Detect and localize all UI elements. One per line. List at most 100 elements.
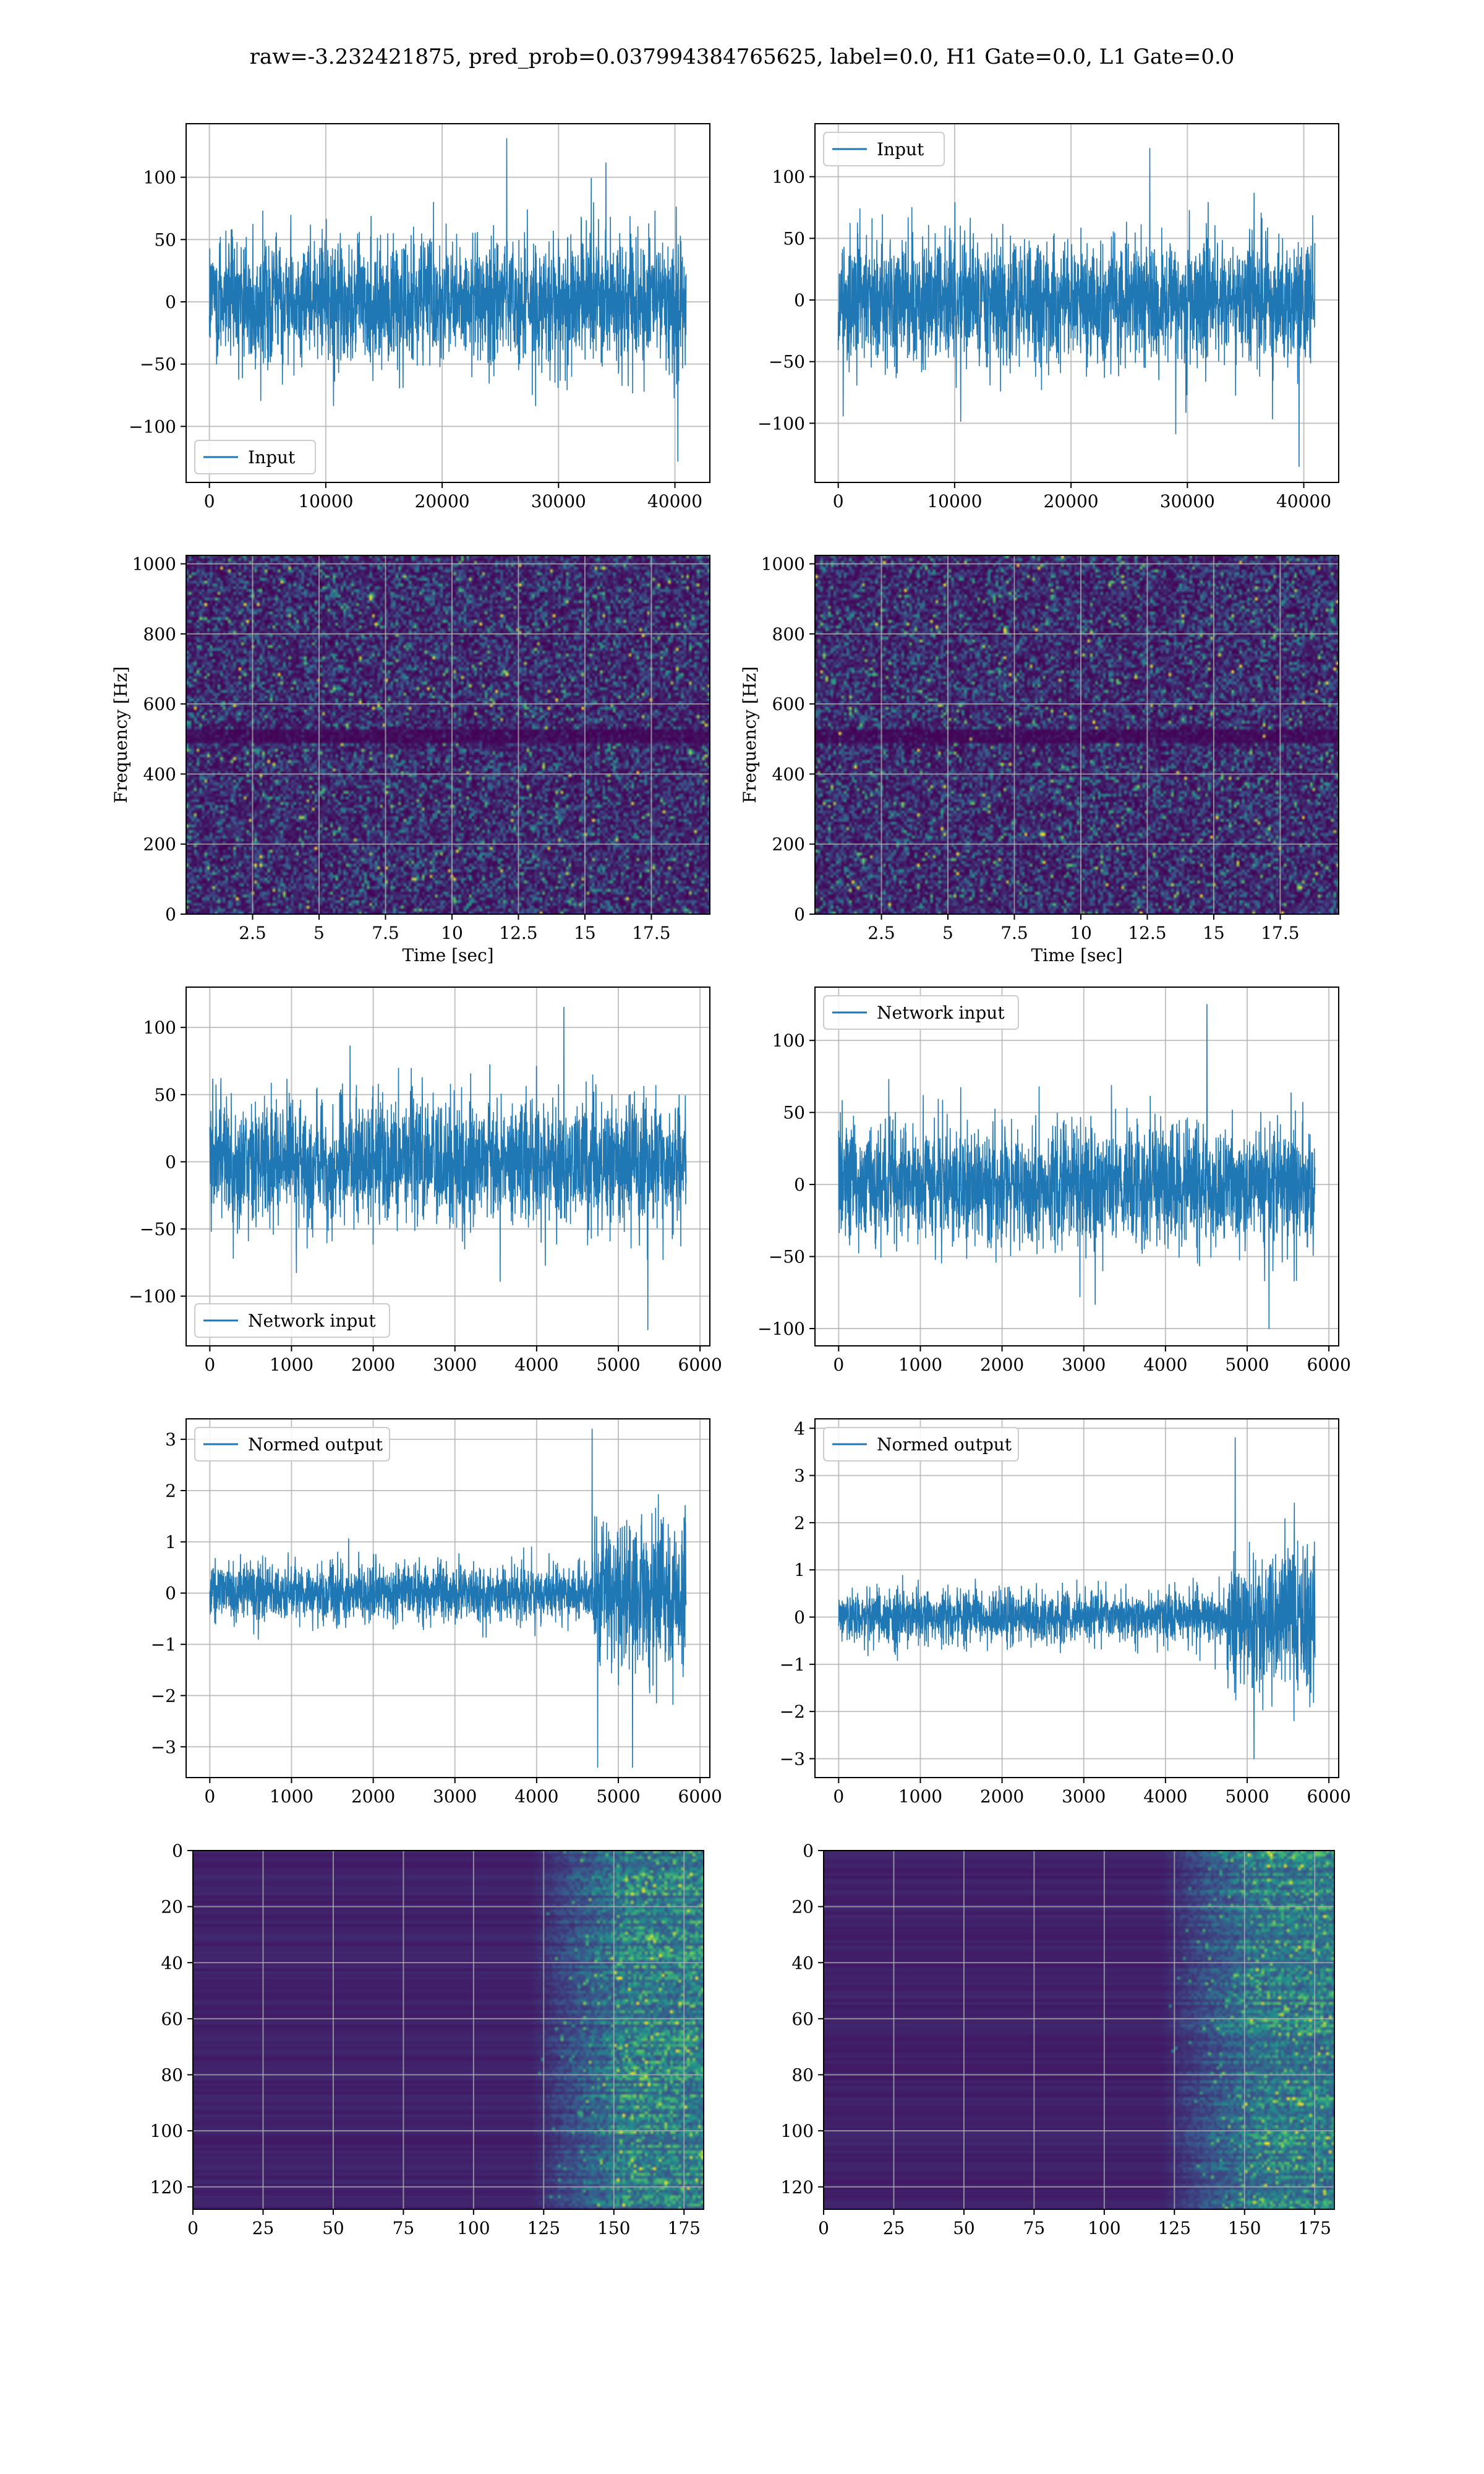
y-tick-label: 0 xyxy=(794,1175,805,1195)
x-tick-label: 15 xyxy=(1203,923,1225,943)
y-tick-label: 100 xyxy=(143,1017,176,1038)
x-tick-label: 7.5 xyxy=(1000,923,1028,943)
axes-frame xyxy=(192,1850,704,2210)
y-tick-label: −50 xyxy=(769,352,805,372)
x-tick-label: 100 xyxy=(457,2218,490,2238)
x-tick-label: 5 xyxy=(313,923,325,943)
y-tick-label: 0 xyxy=(794,290,805,310)
series-line xyxy=(208,138,687,462)
x-tick-label: 30000 xyxy=(531,491,586,511)
y-tick-label: 2 xyxy=(794,1513,805,1533)
x-tick-label: 3000 xyxy=(1062,1786,1106,1807)
x-tick-label: 20000 xyxy=(415,491,470,511)
x-tick-label: 0 xyxy=(833,1355,844,1375)
x-tick-label: 150 xyxy=(597,2218,630,2238)
legend-label: Network input xyxy=(248,1311,376,1331)
y-tick-label: 50 xyxy=(783,1103,805,1123)
y-tick-label: 800 xyxy=(143,624,176,644)
x-tick-label: 2000 xyxy=(351,1786,395,1807)
y-tick-label: −1 xyxy=(780,1654,805,1675)
y-tick-label: 0 xyxy=(165,1583,176,1604)
y-tick-label: −100 xyxy=(129,416,176,437)
y-tick-label: −100 xyxy=(129,1286,176,1307)
x-tick-label: 10 xyxy=(1070,923,1092,943)
x-tick-label: 1000 xyxy=(898,1355,942,1375)
y-tick-label: 0 xyxy=(165,292,176,312)
x-tick-label: 20000 xyxy=(1044,491,1099,511)
x-tick-label: 40000 xyxy=(647,491,702,511)
x-tick-label: 10 xyxy=(441,923,463,943)
y-tick-label: −3 xyxy=(151,1737,176,1757)
y-tick-label: 0 xyxy=(165,1152,176,1172)
legend-label: Input xyxy=(877,139,924,160)
y-tick-label: 600 xyxy=(772,694,805,714)
y-tick-label: −1 xyxy=(151,1635,176,1655)
legend-label: Input xyxy=(248,447,296,468)
x-tick-label: 2000 xyxy=(351,1355,395,1375)
x-tick-label: 2.5 xyxy=(239,923,267,943)
x-tick-label: 6000 xyxy=(678,1355,722,1375)
panel-row5-right: 0 25 50 75 100 125 150 175 0 20 40 60 80 100 120 xyxy=(781,1841,1335,2238)
x-axis-label: Time [sec] xyxy=(1031,945,1122,965)
legend-box xyxy=(194,1303,390,1338)
panel-row3-right: 0 1000 2000 3000 4000 5000 6000 −100 −50 0 50 100 Ne… xyxy=(757,987,1351,1375)
x-tick-label: 1000 xyxy=(270,1355,313,1375)
series-line xyxy=(838,1004,1316,1329)
x-tick-label: 4000 xyxy=(514,1355,558,1375)
y-tick-label: 100 xyxy=(150,2121,183,2141)
x-tick-label: 3000 xyxy=(1062,1355,1106,1375)
y-tick-label: 200 xyxy=(772,834,805,855)
y-tick-label: 80 xyxy=(161,2065,183,2086)
x-tick-label: 10000 xyxy=(927,491,982,511)
series-line xyxy=(838,1437,1316,1760)
x-tick-label: 5 xyxy=(942,923,953,943)
y-tick-label: −2 xyxy=(151,1685,176,1706)
panel-row2-right: 2.5 5 7.5 10 12.5 15 17.5 0 200 400 600 800 1000 Time… xyxy=(740,554,1339,965)
x-tick-label: 25 xyxy=(252,2218,275,2238)
x-tick-label: 7.5 xyxy=(372,923,399,943)
axes-frame xyxy=(186,123,710,483)
legend-label: Normed output xyxy=(248,1434,383,1455)
y-tick-label: 0 xyxy=(165,904,176,925)
axes-frame xyxy=(186,555,710,915)
axes-frame xyxy=(814,987,1339,1346)
x-tick-label: 5000 xyxy=(1225,1786,1269,1807)
legend-label: Network input xyxy=(877,1003,1005,1023)
y-tick-label: −50 xyxy=(140,354,176,375)
y-tick-label: 0 xyxy=(794,1607,805,1628)
x-tick-label: 100 xyxy=(1088,2218,1120,2238)
x-tick-label: 25 xyxy=(883,2218,905,2238)
y-tick-label: 600 xyxy=(143,694,176,714)
x-tick-label: 125 xyxy=(527,2218,560,2238)
x-tick-label: 5000 xyxy=(596,1786,640,1807)
y-tick-label: 50 xyxy=(154,1085,176,1105)
y-tick-label: 3 xyxy=(165,1429,176,1450)
legend-label: Normed output xyxy=(877,1434,1012,1455)
x-tick-label: 40000 xyxy=(1276,491,1331,511)
x-tick-label: 50 xyxy=(322,2218,344,2238)
panel-row2-left: 2.5 5 7.5 10 12.5 15 17.5 0 200 400 600 800 1000 Time… xyxy=(111,554,710,965)
y-tick-label: 1000 xyxy=(761,554,805,575)
axes-frame xyxy=(186,987,710,1346)
x-tick-label: 0 xyxy=(204,1786,215,1807)
y-tick-label: 800 xyxy=(772,624,805,644)
x-tick-label: 10000 xyxy=(298,491,353,511)
y-tick-label: 100 xyxy=(143,168,176,188)
y-tick-label: 60 xyxy=(161,2009,183,2029)
y-tick-label: 0 xyxy=(794,904,805,925)
x-tick-label: 1000 xyxy=(270,1786,313,1807)
y-tick-label: 60 xyxy=(791,2009,814,2029)
x-tick-label: 30000 xyxy=(1160,491,1215,511)
y-tick-label: −50 xyxy=(769,1247,805,1267)
axes-frame xyxy=(186,1418,710,1778)
y-tick-label: 0 xyxy=(803,1841,814,1861)
legend-box xyxy=(823,995,1019,1030)
y-tick-label: 1000 xyxy=(132,554,176,575)
series-line xyxy=(209,1428,687,1768)
y-tick-label: 100 xyxy=(772,167,805,187)
axes-frame xyxy=(814,1418,1339,1778)
y-tick-label: 50 xyxy=(154,229,176,250)
x-tick-label: 2000 xyxy=(980,1355,1024,1375)
y-tick-label: −100 xyxy=(757,1319,805,1339)
panel-row3-left: 0 1000 2000 3000 4000 5000 6000 −100 −50 0 50 100 Ne… xyxy=(129,987,722,1375)
